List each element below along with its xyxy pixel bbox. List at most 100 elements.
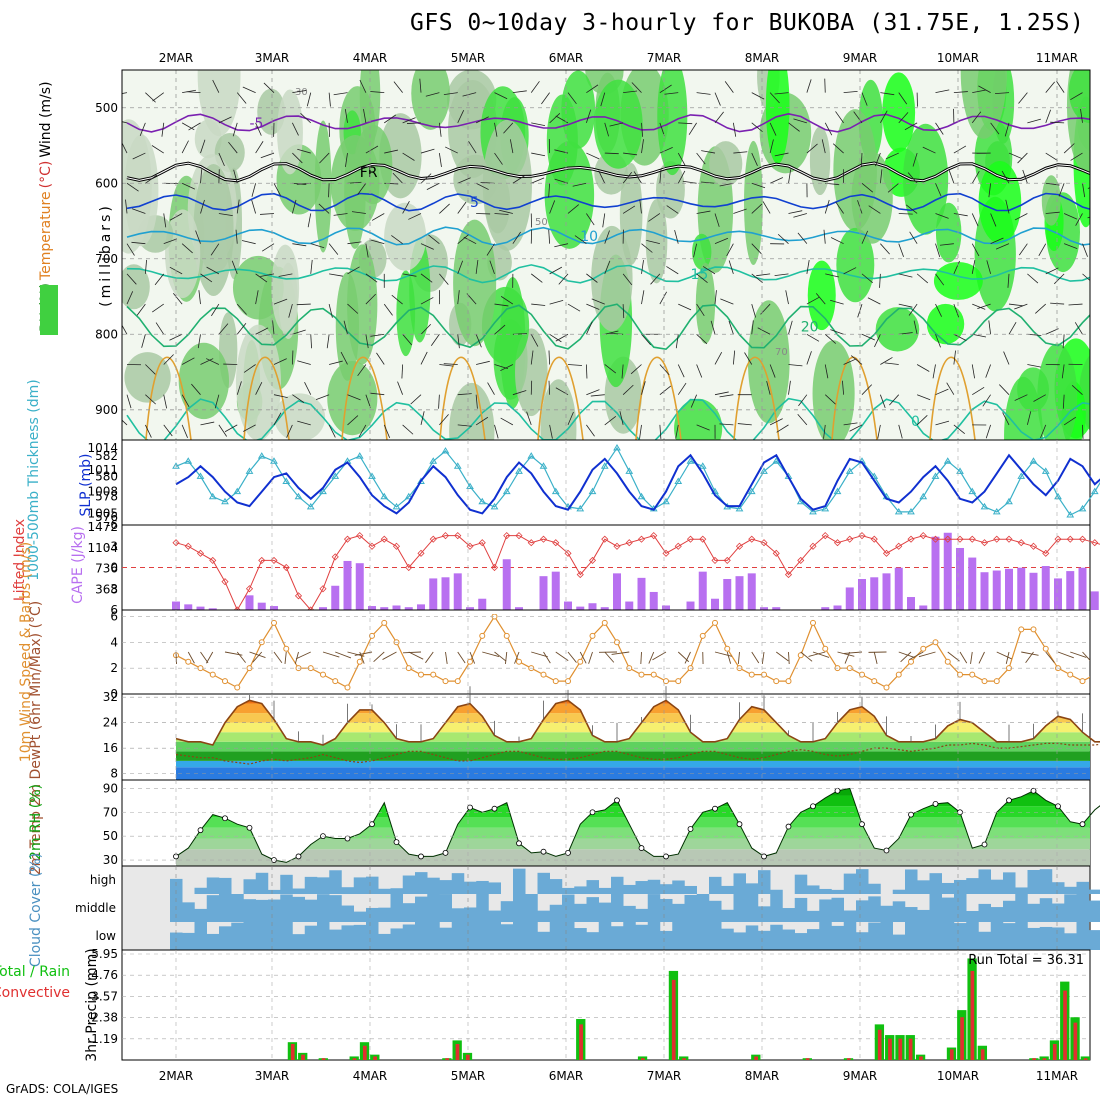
wind-barb <box>326 334 330 349</box>
cloud-cell <box>978 869 991 894</box>
precip-convective-bar <box>682 1058 686 1060</box>
wind-barb <box>126 291 134 305</box>
cloud-cell <box>304 899 318 922</box>
cloud-cell <box>917 880 930 894</box>
wind-barb <box>406 122 422 124</box>
wind-barb <box>1027 118 1041 124</box>
precip-convective-bar <box>898 1038 903 1060</box>
cloud-cell <box>427 922 440 950</box>
rh-area <box>747 300 790 424</box>
cloud-cell <box>415 872 428 894</box>
cloud-cell <box>709 922 722 950</box>
cloud-cell <box>696 894 710 922</box>
li-point <box>294 592 303 600</box>
wind-barb <box>370 239 385 245</box>
cloud-cell <box>366 922 379 950</box>
wind-barb <box>939 243 954 246</box>
surface-wind-barb <box>294 651 299 664</box>
cloud-cell <box>696 922 710 950</box>
wind-barb <box>622 171 633 184</box>
wind-barb <box>985 364 991 378</box>
rh-point <box>197 827 204 834</box>
wind-barb <box>206 266 220 275</box>
wind-barb <box>586 213 595 226</box>
wind-speed-point <box>1018 626 1025 633</box>
cloud-cell <box>990 922 1004 950</box>
wind-barb <box>1014 213 1028 221</box>
thickness-point <box>919 492 928 500</box>
wind-barb <box>494 92 508 100</box>
wind-barb <box>916 414 928 426</box>
thickness-point <box>576 504 585 512</box>
wind-barb <box>586 273 598 283</box>
cape-bar <box>649 591 658 610</box>
surface-wind-barb <box>457 651 466 664</box>
wind-barb <box>1050 121 1065 124</box>
wind-barb <box>696 303 705 317</box>
cloud-cell <box>660 884 673 894</box>
wind-barb <box>420 243 434 250</box>
isotherm-10 <box>126 226 1090 246</box>
cloud-cell <box>941 897 955 922</box>
isotherm-label: 10 <box>580 229 598 245</box>
wind-barb <box>181 424 188 438</box>
cape-bar <box>1066 571 1075 610</box>
rh-point <box>736 821 743 828</box>
precip-convective-bar <box>301 1054 305 1060</box>
thickness-point <box>355 452 364 459</box>
wind-barb <box>218 116 232 124</box>
wind-barb <box>830 237 844 245</box>
wind-barb <box>982 394 991 407</box>
wind-barb <box>604 152 619 155</box>
cloud-cell <box>733 873 746 894</box>
precip-convective-bar <box>1032 1058 1037 1060</box>
cloud-cell <box>868 922 881 950</box>
thickness-point <box>490 502 499 510</box>
wind-barb <box>420 173 432 184</box>
wind-barb <box>641 290 645 305</box>
wind-speed-point <box>969 671 976 678</box>
cloud-cell <box>537 910 550 922</box>
rh-area <box>882 72 916 153</box>
wind-barb <box>328 92 331 107</box>
surface-wind-barb <box>737 651 740 665</box>
wind-barb <box>370 392 385 396</box>
wind-barb <box>880 243 890 255</box>
cloud-cell <box>794 933 808 950</box>
wind-barb <box>500 417 514 426</box>
li-point <box>184 542 192 550</box>
wind-speed-point <box>712 619 718 626</box>
wind-speed-point <box>589 632 596 639</box>
wind-barb <box>212 79 220 93</box>
wind-barb <box>909 231 918 244</box>
cloud-cell <box>990 907 1004 922</box>
wind-barb <box>340 351 348 365</box>
y-tick-label: 24 <box>103 716 118 730</box>
wind-barb <box>682 180 697 184</box>
cloud-cell <box>280 874 293 894</box>
li-axis-label: Lifted Index <box>12 519 28 601</box>
cape-bar <box>943 532 952 610</box>
wind-barb <box>163 424 173 437</box>
wind-barb <box>329 273 343 277</box>
wind-speed-point <box>785 678 792 685</box>
wind-barb <box>548 350 551 365</box>
surface-wind-barb <box>761 651 765 665</box>
wind-barb <box>666 266 679 275</box>
rh-area <box>836 227 875 303</box>
wind-barb <box>867 297 881 305</box>
surface-wind-barb <box>1095 652 1100 660</box>
wind-barb <box>788 364 803 367</box>
surface-wind-barb <box>1070 651 1087 658</box>
wind-barb <box>701 181 716 184</box>
wind-barb <box>641 259 644 274</box>
wind-barb <box>898 424 903 439</box>
wind-barb <box>273 412 282 426</box>
temp-band <box>176 741 1090 752</box>
cape-bar <box>245 595 254 610</box>
wind-barb <box>567 92 577 105</box>
wind-barb <box>825 273 839 278</box>
wind-barb <box>255 327 269 335</box>
wind-barb <box>567 411 574 426</box>
li-point <box>503 532 511 540</box>
